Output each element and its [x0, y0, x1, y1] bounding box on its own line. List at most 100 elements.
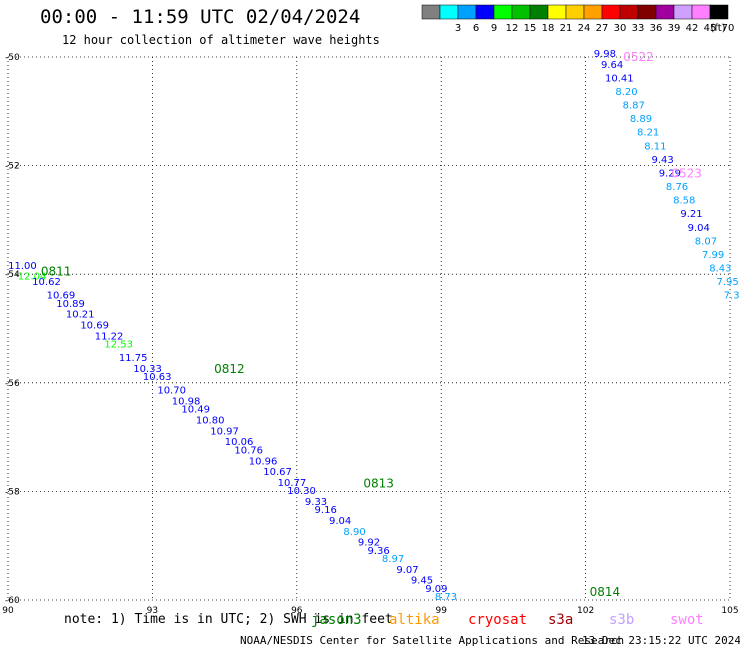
legend-unit-label: (ft) — [710, 23, 725, 34]
mission-label: jason3 — [311, 612, 362, 628]
legend-swatch — [565, 4, 585, 20]
data-point-label: 8.76 — [666, 182, 688, 193]
data-point-label: 8.21 — [637, 128, 659, 139]
mission-label: s3b — [609, 612, 635, 628]
data-point-label: 8.43 — [709, 263, 731, 274]
mission-label: altika — [389, 612, 440, 628]
legend-label: 12 — [506, 23, 519, 34]
y-tick-label: -54 — [5, 270, 20, 280]
data-point-label: 11.75 — [119, 353, 148, 364]
legend-swatch — [529, 4, 549, 20]
data-point-label: 7.95 — [716, 277, 738, 288]
y-tick-label: -58 — [5, 487, 20, 497]
legend-swatch — [655, 4, 675, 20]
legend-swatch — [583, 4, 603, 20]
legend-label: 42 — [686, 23, 699, 34]
data-point-label: 10.21 — [66, 310, 95, 321]
data-point-label: 8.87 — [623, 101, 645, 112]
data-point-label: 9.04 — [329, 516, 351, 527]
data-point-label: 10.49 — [181, 405, 210, 416]
data-point-label: 8.89 — [630, 114, 652, 125]
footer-credit: NOAA/NESDIS Center for Satellite Applica… — [240, 634, 625, 647]
x-tick-label: 105 — [721, 606, 738, 616]
chart-grid — [7, 56, 731, 601]
data-point-label: 9.64 — [601, 60, 623, 71]
legend-swatch — [475, 4, 495, 20]
data-point-label: 10.41 — [605, 73, 634, 84]
legend-label: 9 — [491, 23, 497, 34]
data-point-label: 10.69 — [47, 291, 76, 302]
time-label: 0523 — [671, 167, 702, 181]
data-point-label: 10.98 — [172, 397, 201, 408]
legend-swatch — [511, 4, 531, 20]
data-point-label: 10.76 — [234, 445, 263, 456]
data-points: 11.0012.0410.6210.6910.8910.2110.6911.22… — [8, 49, 740, 603]
time-label: 0813 — [363, 476, 394, 490]
legend-swatch — [547, 4, 567, 20]
data-point-label: 9.09 — [425, 584, 447, 595]
data-point-label: 8.73 — [435, 592, 457, 603]
legend-label: 27 — [596, 23, 609, 34]
legend-swatch — [439, 4, 459, 20]
y-tick-label: -60 — [5, 596, 20, 606]
x-tick-label: 102 — [577, 606, 594, 616]
data-point-label: 10.69 — [80, 321, 109, 332]
legend-swatch — [421, 4, 441, 20]
x-tick-label: 96 — [291, 606, 303, 616]
legend-swatch — [673, 4, 693, 20]
data-point-label: 8.20 — [615, 87, 637, 98]
legend-swatch — [457, 4, 477, 20]
time-label: 0522 — [623, 50, 654, 64]
data-point-label: 10.77 — [278, 478, 307, 489]
data-point-label: 8.97 — [382, 554, 404, 565]
data-point-label: 7.39 — [724, 291, 740, 302]
data-point-label: 10.96 — [249, 456, 278, 467]
footer-note: note: 1) Time is in UTC; 2) SWH is in fe… — [64, 612, 393, 627]
data-point-label: 9.43 — [651, 155, 673, 166]
data-point-label: 9.92 — [358, 538, 380, 549]
data-point-label: 8.11 — [644, 141, 666, 152]
x-tick-label: 93 — [147, 606, 158, 616]
data-point-label: 12.04 — [18, 272, 47, 283]
data-point-label: 7.99 — [702, 250, 724, 261]
data-point-label: 10.97 — [210, 426, 239, 437]
data-point-label: 9.98 — [594, 49, 616, 60]
time-label: 0814 — [590, 585, 621, 599]
mission-label: swot — [670, 612, 704, 628]
data-point-label: 9.21 — [680, 209, 702, 220]
legend-swatch — [691, 4, 711, 20]
axis-ticks: 90 93 96 99 102 105 -50 -52 -54 -56 -58 -60 — [2, 53, 738, 616]
y-tick-label: -50 — [5, 53, 20, 63]
time-labels: 0811 0812 0813 0814 0522 0523 — [41, 50, 702, 599]
legend-label: 15 — [524, 23, 537, 34]
y-tick-label: -52 — [5, 162, 20, 172]
legend-label: 6 — [473, 23, 479, 34]
legend-label: 36 — [650, 23, 663, 34]
page-title: 00:00 - 11:59 UTC 02/04/2024 — [40, 6, 361, 28]
legend-label: 24 — [578, 23, 591, 34]
data-point-label: 11.22 — [95, 331, 124, 342]
data-point-label: 10.30 — [287, 486, 316, 497]
data-point-label: 9.36 — [367, 546, 389, 557]
legend-label: 33 — [632, 23, 645, 34]
footer-timestamp: 13 Dec 23:15:22 UTC 2024 — [582, 634, 740, 647]
time-label: 0811 — [41, 264, 72, 278]
legend-label: 45 — [704, 23, 717, 34]
legend-swatch — [619, 4, 639, 20]
data-point-label: 12.53 — [104, 340, 133, 351]
legend-label: 30 — [614, 23, 627, 34]
legend-label: 3 — [455, 23, 461, 34]
data-point-label: 8.90 — [343, 527, 365, 538]
legend-swatch — [709, 4, 729, 20]
data-point-label: 10.33 — [133, 364, 162, 375]
y-tick-label: -56 — [5, 379, 20, 389]
data-point-label: 9.04 — [688, 223, 710, 234]
legend-label: 70 — [722, 23, 735, 34]
mission-label: s3a — [548, 612, 574, 628]
data-point-label: 10.89 — [56, 299, 85, 310]
legend-swatch — [493, 4, 513, 20]
legend-swatch — [637, 4, 657, 20]
data-point-label: 8.07 — [695, 236, 717, 247]
data-point-label: 9.33 — [305, 497, 327, 508]
